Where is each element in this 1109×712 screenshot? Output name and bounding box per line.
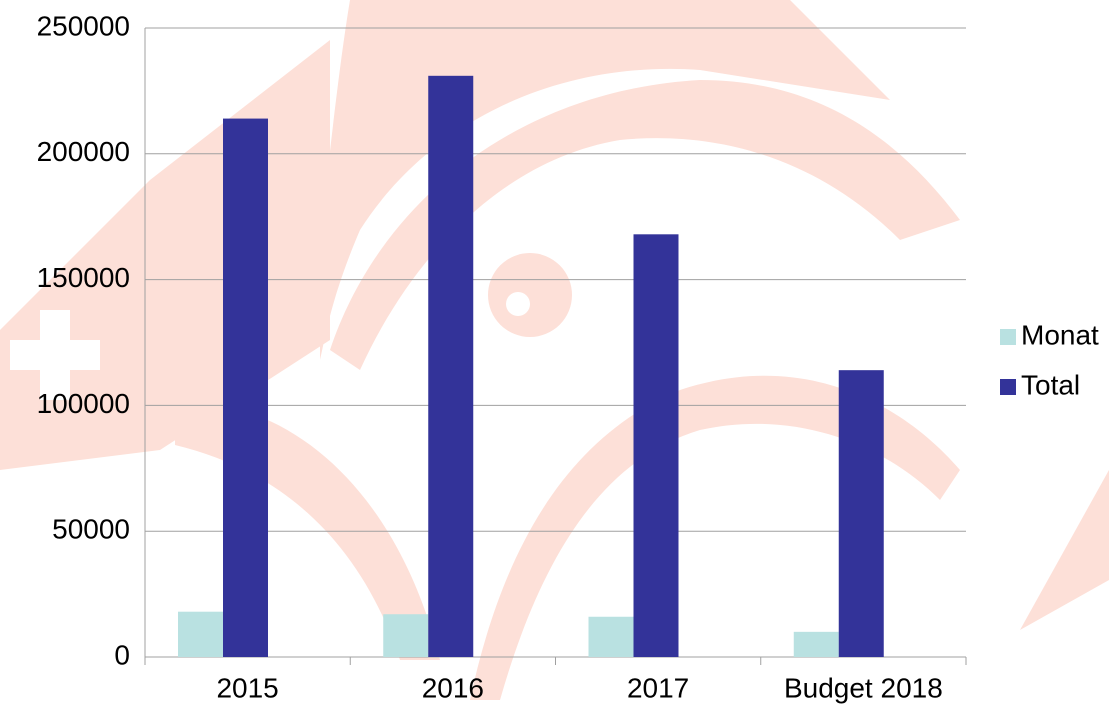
decor-circle xyxy=(506,292,530,316)
y-tick-label: 250000 xyxy=(37,10,130,41)
y-tick-label: 150000 xyxy=(37,262,130,293)
bar xyxy=(383,614,428,657)
bar xyxy=(223,119,268,657)
bar xyxy=(589,617,634,657)
legend-swatch xyxy=(1000,329,1016,345)
bar xyxy=(839,370,884,657)
background-decoration xyxy=(0,0,1109,700)
x-tick-label: 2017 xyxy=(627,672,689,703)
chart: 0 50000 100000 150000 200000 250000 2015 2016 20… xyxy=(0,0,1109,712)
y-tick-label: 50000 xyxy=(52,514,130,545)
x-tick-label: 2016 xyxy=(422,672,484,703)
decor-shape xyxy=(1020,470,1109,630)
decor-circle xyxy=(488,253,572,337)
bar xyxy=(428,76,473,657)
legend-label: Total xyxy=(1021,369,1080,400)
y-tick-label: 200000 xyxy=(37,136,130,167)
legend-swatch xyxy=(1000,379,1016,395)
decor-shape xyxy=(470,376,960,700)
bar xyxy=(178,612,223,657)
x-tick-label: 2015 xyxy=(216,672,278,703)
bar xyxy=(794,632,839,657)
legend-label: Monat xyxy=(1021,319,1099,350)
x-tick-label: Budget 2018 xyxy=(784,672,943,703)
y-tick-label: 0 xyxy=(114,639,130,670)
y-tick-label: 100000 xyxy=(37,388,130,419)
bar xyxy=(634,234,679,657)
decor-shape xyxy=(320,0,890,360)
